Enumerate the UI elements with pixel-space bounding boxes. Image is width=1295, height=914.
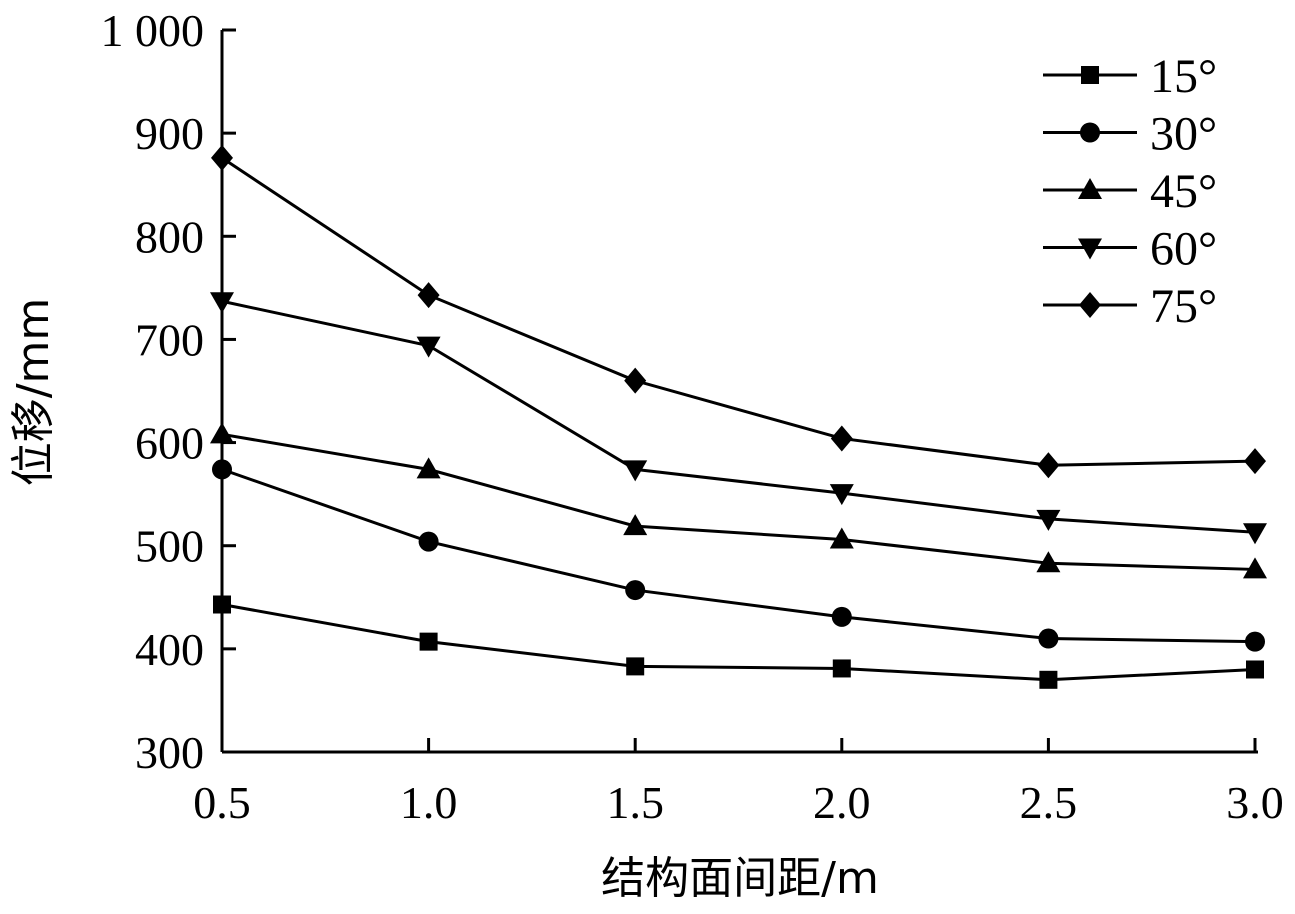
x-tick-label: 2.5: [1020, 777, 1078, 828]
series-5: [211, 144, 1266, 479]
x-tick-label: 0.5: [193, 777, 251, 828]
legend-label: 45°: [1150, 165, 1217, 218]
legend-item: 60°: [1043, 223, 1217, 276]
data-point: [416, 336, 441, 358]
data-point: [830, 425, 853, 452]
legend-label: 75°: [1150, 280, 1217, 333]
y-tick-label: 900: [135, 108, 204, 159]
data-point: [624, 367, 647, 394]
data-point: [210, 422, 234, 444]
legend-label: 60°: [1150, 223, 1217, 276]
series-line: [221, 156, 1256, 467]
data-point: [1243, 523, 1267, 545]
x-tick-label: 1.0: [400, 777, 458, 828]
series-line: [221, 432, 1256, 571]
y-tick-label: 800: [135, 211, 204, 262]
series-1: [213, 595, 1264, 689]
x-axis-title: 结构面间距/m: [601, 853, 879, 904]
data-point: [1246, 660, 1264, 679]
data-point: [418, 531, 439, 552]
legend-label: 30°: [1150, 108, 1217, 161]
data-point: [210, 292, 234, 314]
legend-marker: [1078, 238, 1102, 260]
y-tick-label: 700: [135, 314, 204, 365]
series-3: [210, 422, 1267, 579]
data-point: [1037, 452, 1060, 479]
series-2: [212, 459, 1265, 652]
data-point: [1245, 631, 1265, 652]
series-line: [221, 467, 1256, 644]
legend-item: 45°: [1043, 165, 1217, 218]
legend-marker: [1080, 122, 1100, 143]
series-layer: [210, 144, 1267, 689]
data-point: [213, 595, 231, 614]
y-tick-label: 1 000: [101, 5, 205, 56]
data-point: [623, 460, 648, 482]
x-tick-label: 2.0: [813, 777, 871, 828]
data-point: [625, 580, 646, 601]
data-point: [831, 606, 852, 627]
data-point: [1243, 557, 1267, 579]
legend-marker: [1078, 178, 1102, 199]
legend-item: 15°: [1043, 50, 1217, 103]
data-point: [1036, 551, 1061, 573]
data-point: [417, 282, 440, 309]
data-point: [1039, 670, 1058, 689]
data-point: [829, 484, 854, 506]
legend-marker: [1081, 66, 1099, 84]
x-axis-ticks: 0.5 1.0 1.5 2.0 2.5 3.0: [193, 738, 1284, 828]
plot-area: [220, 30, 1258, 754]
data-point: [212, 459, 232, 480]
data-point: [419, 632, 438, 651]
data-point: [211, 144, 233, 171]
legend-item: 30°: [1043, 108, 1217, 161]
series-line: [221, 299, 1256, 534]
data-point: [1036, 509, 1061, 531]
x-tick-label: 1.5: [606, 777, 664, 828]
y-axis-ticks: 300 400 500 600 700 800 900 1 000: [101, 5, 236, 778]
data-point: [832, 659, 851, 678]
data-point: [1244, 448, 1266, 475]
legend: 15°30°45°60°75°: [1043, 50, 1217, 333]
legend-label: 15°: [1150, 50, 1217, 103]
series-4: [210, 292, 1267, 545]
series-line: [221, 603, 1256, 682]
data-point: [416, 457, 441, 479]
y-tick-label: 400: [135, 624, 204, 675]
y-axis-title: 位移/mm: [8, 298, 59, 487]
x-tick-label: 3.0: [1226, 777, 1284, 828]
data-point: [1038, 628, 1059, 649]
legend-item: 75°: [1043, 280, 1217, 333]
legend-marker: [1079, 292, 1101, 318]
data-point: [626, 657, 645, 676]
data-point: [829, 527, 854, 549]
data-point: [623, 514, 648, 536]
y-tick-label: 300: [135, 727, 204, 778]
y-tick-label: 500: [135, 521, 204, 572]
y-tick-label: 600: [135, 418, 204, 469]
